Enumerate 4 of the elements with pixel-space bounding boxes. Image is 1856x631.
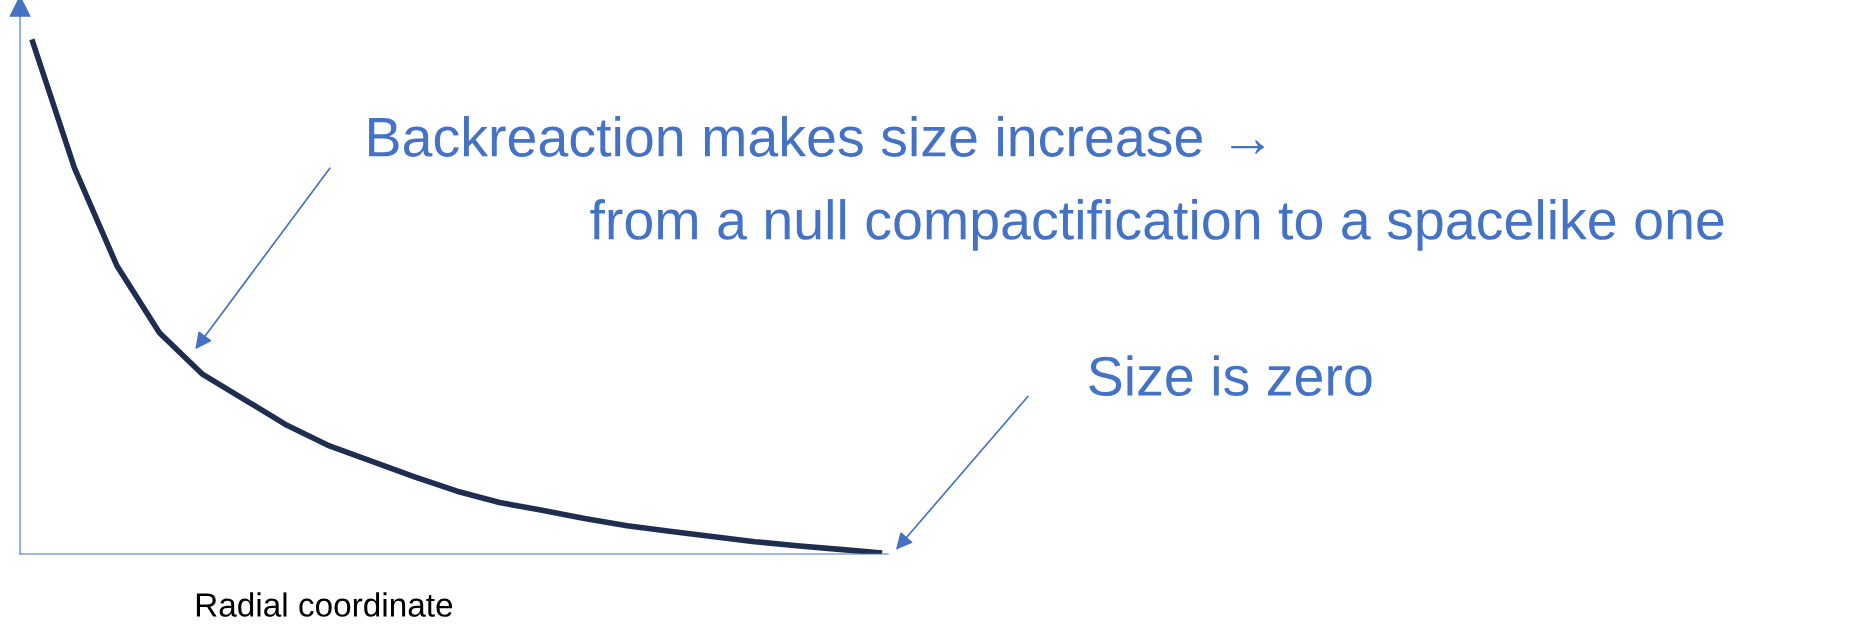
annotation: from a null compactification to a spacelike one	[590, 199, 1724, 251]
x-axis-title: Radial coordinate	[196, 592, 453, 617]
annotation: Backreaction makes size increase →	[369, 116, 1265, 157]
text: Size is zero	[1089, 355, 1372, 397]
